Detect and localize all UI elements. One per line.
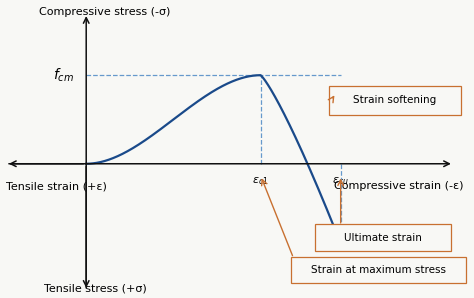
Text: $\varepsilon_{cu}$: $\varepsilon_{cu}$ [332,176,349,187]
FancyBboxPatch shape [315,224,451,251]
Text: Tensile stress (+σ): Tensile stress (+σ) [44,284,147,294]
Text: Strain at maximum stress: Strain at maximum stress [311,265,446,275]
FancyBboxPatch shape [291,257,465,283]
Text: $\varepsilon_{c1}$: $\varepsilon_{c1}$ [252,176,269,187]
Text: Strain softening: Strain softening [353,95,437,105]
Text: Compressive strain (-ε): Compressive strain (-ε) [334,181,463,192]
Text: Ultimate strain: Ultimate strain [344,232,422,243]
Text: $f_{cm}$: $f_{cm}$ [54,66,74,84]
Text: Compressive stress (-σ): Compressive stress (-σ) [39,7,171,17]
FancyBboxPatch shape [329,86,461,115]
Text: Tensile strain (+ε): Tensile strain (+ε) [6,181,107,192]
